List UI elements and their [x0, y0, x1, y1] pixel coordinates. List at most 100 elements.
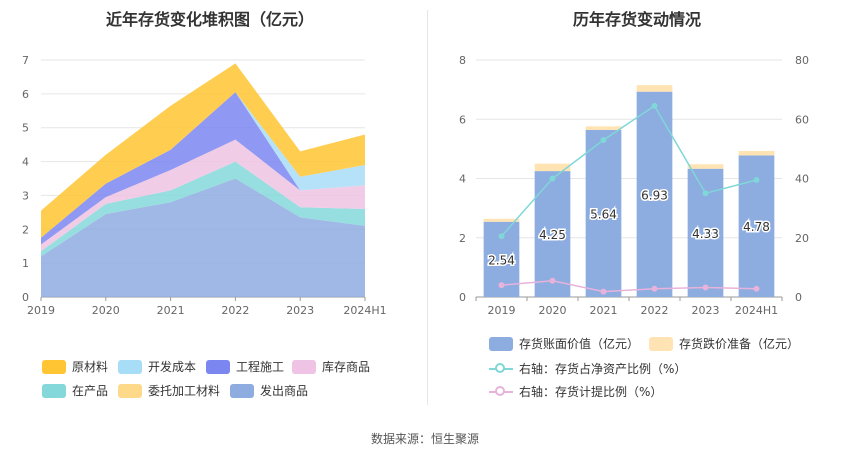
bar-book-value [585, 129, 622, 297]
bar-impairment-reserve [534, 163, 571, 172]
area-工程施工 [41, 92, 365, 245]
bar-data-label: 4.33 [692, 227, 719, 241]
y-right-tick-label: 60 [795, 113, 809, 126]
y-tick-label: 1 [22, 257, 29, 270]
bar-label-halo: 6.93 [641, 188, 668, 202]
legend-item-委托加工材料[interactable]: 委托加工材料 [118, 382, 220, 399]
x-tick-label: 2023 [692, 304, 720, 317]
point-inventory-ratio [600, 136, 607, 143]
y-right-tick-label: 80 [795, 54, 809, 67]
y-left-tick-label: 8 [459, 54, 466, 67]
legend-label: 右轴：存货占净资产比例（%） [519, 362, 687, 376]
legend-item-库存商品[interactable]: 库存商品 [292, 358, 370, 375]
legend-swatch [118, 359, 142, 374]
legend-item-工程施工[interactable]: 工程施工 [206, 358, 284, 375]
point-inventory-ratio [651, 102, 658, 109]
legend-swatch [292, 359, 316, 374]
x-tick-label: 2020 [539, 304, 567, 317]
right-legend: 存货账面价值（亿元） 存货跌价准备（亿元） 右轴：存货占净资产比例（%） 右轴：… [427, 333, 850, 403]
bar-label-halo: 2.54 [488, 253, 515, 267]
legend-line-marker [489, 385, 513, 399]
y-left-tick-label: 6 [459, 113, 466, 126]
legend-swatch [649, 336, 673, 351]
bar-data-label: 5.64 [590, 207, 617, 221]
y-tick-label: 4 [22, 156, 29, 169]
x-tick-label: 2020 [92, 304, 120, 317]
legend-item-inventory-ratio[interactable]: 右轴：存货占净资产比例（%） [489, 360, 686, 377]
legend-swatch [42, 359, 66, 374]
y-tick-label: 3 [22, 189, 29, 202]
legend-swatch [42, 383, 66, 398]
legend-item-book-value[interactable]: 存货账面价值（亿元） [489, 335, 639, 352]
legend-label: 在产品 [72, 384, 109, 398]
x-tick-label: 2019 [27, 304, 55, 317]
y-tick-label: 7 [22, 54, 29, 67]
x-tick-label: 2019 [488, 304, 516, 317]
legend-label: 发出商品 [260, 384, 309, 398]
point-provision-ratio [702, 284, 709, 291]
line-provision-ratio [501, 279, 757, 293]
point-inventory-ratio [753, 176, 760, 183]
y-left-tick-label: 0 [459, 291, 466, 304]
legend-label: 存货账面价值（亿元） [519, 337, 640, 351]
point-provision-ratio [600, 288, 607, 295]
x-tick-label: 2024H1 [343, 304, 386, 317]
legend-item-impairment-reserve[interactable]: 存货跌价准备（亿元） [649, 335, 799, 352]
legend-item-原材料[interactable]: 原材料 [42, 358, 108, 375]
point-provision-ratio [753, 285, 760, 292]
x-tick-label: 2022 [221, 304, 249, 317]
legend-label: 工程施工 [236, 360, 285, 374]
y-right-tick-label: 40 [795, 173, 809, 186]
x-tick-label: 2024H1 [735, 304, 778, 317]
right-chart-title: 历年存货变动情况 [572, 10, 701, 29]
legend-line-marker [489, 362, 513, 376]
bar-data-label: 2.54 [488, 253, 515, 267]
y-left-tick-label: 4 [459, 173, 466, 186]
legend-label: 库存商品 [322, 360, 371, 374]
line-inventory-ratio [500, 104, 757, 237]
y-tick-label: 0 [22, 291, 29, 304]
legend-swatch [118, 383, 142, 398]
area-在产品 [41, 161, 365, 257]
legend-label: 原材料 [72, 360, 109, 374]
x-tick-label: 2023 [286, 304, 314, 317]
y-right-tick-label: 0 [795, 291, 802, 304]
bar-data-label: 4.78 [743, 220, 770, 234]
x-tick-label: 2021 [157, 304, 185, 317]
point-inventory-ratio [498, 233, 505, 240]
left-legend: 原材料 开发成本 工程施工 库存商品 在产品 委托加工材料 发出商品 [0, 355, 427, 405]
bar-impairment-reserve [483, 218, 520, 222]
area-库存商品 [41, 139, 365, 252]
legend-item-provision-ratio[interactable]: 右轴：存货计提比例（%） [489, 383, 662, 400]
y-tick-label: 6 [22, 88, 29, 101]
legend-label: 右轴：存货计提比例（%） [519, 385, 663, 399]
bar-label-halo: 4.33 [692, 227, 719, 241]
data-source-note: 数据来源：恒生聚源 [370, 432, 479, 446]
legend-item-发出商品[interactable]: 发出商品 [230, 382, 308, 399]
legend-swatch [489, 336, 513, 351]
panel-divider [427, 10, 428, 405]
bar-label-halo: 5.64 [590, 207, 617, 221]
legend-swatch [206, 359, 230, 374]
bar-data-label: 4.25 [539, 228, 566, 242]
bar-impairment-reserve [687, 164, 724, 169]
y-tick-label: 5 [22, 122, 29, 135]
bar-impairment-reserve [738, 150, 775, 156]
point-provision-ratio [651, 285, 658, 292]
legend-label: 存货跌价准备（亿元） [679, 337, 800, 351]
x-tick-label: 2021 [590, 304, 618, 317]
area-原材料 [41, 63, 365, 238]
y-tick-label: 2 [22, 223, 29, 236]
area-发出商品 [41, 178, 365, 297]
left-chart-title: 近年存货变化堆积图（亿元） [105, 10, 314, 29]
point-provision-ratio [549, 277, 556, 284]
legend-label: 委托加工材料 [148, 384, 221, 398]
point-inventory-ratio [549, 175, 556, 182]
bar-label-halo: 4.25 [539, 228, 566, 242]
legend-item-开发成本[interactable]: 开发成本 [118, 358, 196, 375]
stacked-area-chart: 0 1 2 3 4 5 6 7 2019 2020 2021 2022 2023 2024H1 [22, 54, 387, 317]
bar-impairment-reserve [585, 126, 622, 130]
legend-item-在产品[interactable]: 在产品 [42, 382, 108, 399]
x-tick-label: 2022 [641, 304, 669, 317]
